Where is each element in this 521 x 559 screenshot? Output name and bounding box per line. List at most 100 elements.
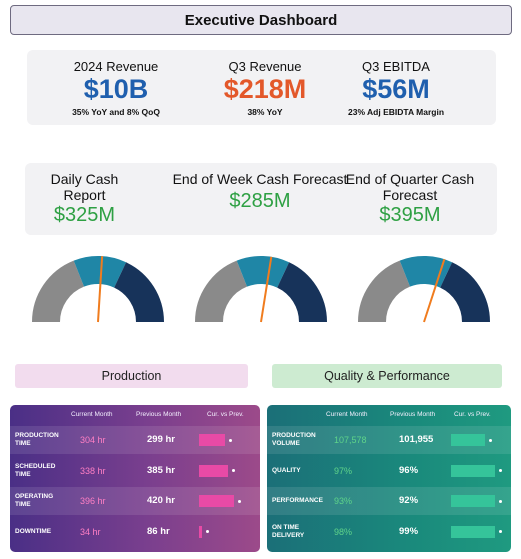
current-value: 34 hr <box>80 526 101 537</box>
row-label-line1: SCHEDULED <box>15 462 56 470</box>
comparison-marker <box>489 438 492 442</box>
gauge-segment-low <box>358 260 411 323</box>
kpi-sub: 38% YoY <box>247 107 283 117</box>
gauge-quarter-cash <box>358 256 490 323</box>
current-value: 97% <box>334 465 353 476</box>
current-value: 93% <box>334 496 353 506</box>
table-row: PRODUCTION VOLUME 107,578 101,955 <box>267 426 511 454</box>
previous-value: 420 hr <box>147 495 175 506</box>
cash-label: End of Week Cash Forecast <box>172 171 348 187</box>
previous-value: 96% <box>399 464 419 476</box>
row-label-line1: PRODUCTION <box>272 432 316 439</box>
comparison-bar <box>199 434 226 446</box>
quality-title: Quality & Performance <box>324 369 450 383</box>
row-label: PERFORMANCE <box>272 497 323 505</box>
quality-header: Quality & Performance <box>272 364 502 388</box>
previous-value: 385 hr <box>147 464 175 476</box>
previous-value: 99% <box>399 525 419 537</box>
row-label-line1: QUALITY <box>272 466 301 474</box>
kpi-label: Q3 EBITDA <box>362 59 430 74</box>
kpi-value: $56M <box>362 74 430 104</box>
dashboard-title: Executive Dashboard <box>10 5 512 35</box>
cash-quarter: End of Quarter Cash Forecast $395M <box>340 163 480 227</box>
previous-value: 86 hr <box>147 525 170 537</box>
comparison-marker <box>205 530 209 533</box>
kpi-panel: 2024 Revenue $10B 35% YoY and 8% QoQ Q3 … <box>27 50 496 125</box>
gauge-segment-low <box>195 260 248 323</box>
row-label: PRODUCTION VOLUME <box>272 432 316 448</box>
comparison-marker <box>499 530 502 533</box>
kpi-2024-revenue: 2024 Revenue $10B 35% YoY and 8% QoQ <box>41 50 191 117</box>
row-label-line2: DELIVERY <box>272 531 305 539</box>
cash-value: $285M <box>229 190 291 212</box>
row-label-line1: DOWNTIME <box>15 527 52 535</box>
row-label-line1: OPERATING <box>15 493 54 500</box>
gauge-segment-high <box>439 262 490 323</box>
kpi-value: $218M <box>223 74 307 104</box>
row-label: ON TIME DELIVERY <box>272 524 304 540</box>
comparison-bar <box>451 495 495 507</box>
gauge-daily-cash <box>32 256 164 323</box>
comparison-marker <box>237 499 241 503</box>
column-header: Previous Month <box>390 411 436 418</box>
kpi-sub: 23% Adj EBIDTA Margin <box>347 107 445 117</box>
cash-panel: Daily Cash Report $325M End of Week Cash… <box>25 163 497 235</box>
comparison-bar <box>199 525 202 538</box>
row-label: QUALITY <box>272 467 301 475</box>
previous-value: 92% <box>399 495 419 506</box>
column-header: Previous Month <box>136 411 182 418</box>
row-label-line1: ON TIME <box>272 523 300 531</box>
gauge-needle <box>97 256 104 323</box>
row-label: DOWNTIME <box>15 528 51 536</box>
cash-label: Daily Cash Report <box>50 171 119 203</box>
comparison-bar <box>451 434 485 446</box>
gauge-segment-high <box>113 262 164 323</box>
gauge-needle <box>260 256 273 323</box>
current-value: 107,578 <box>334 435 367 445</box>
comparison-bar <box>199 495 234 507</box>
row-label-line2: VOLUME <box>272 440 300 447</box>
production-title: Production <box>101 369 162 383</box>
comparison-bar <box>451 464 495 477</box>
cash-label: End of Quarter Cash Forecast <box>345 171 475 203</box>
gauge-segment-mid <box>73 256 127 288</box>
kpi-value: $10B <box>83 74 149 104</box>
column-header: Cur. vs Prev. <box>454 411 491 418</box>
cash-daily: Daily Cash Report $325M <box>37 163 132 227</box>
column-header: Current Month <box>326 411 368 418</box>
dashboard-title-text: Executive Dashboard <box>184 11 338 29</box>
table-row: ON TIME DELIVERY 98% 99% <box>267 518 511 546</box>
comparison-bar <box>451 525 495 538</box>
table-row: DOWNTIME 34 hr 86 hr <box>10 518 260 546</box>
table-row: PERFORMANCE 93% 92% <box>267 487 511 515</box>
table-row: PRODUCTION TIME 304 hr 299 hr <box>10 426 260 454</box>
gauge-week-cash <box>195 256 327 323</box>
current-value: 304 hr <box>80 435 106 445</box>
kpi-label: 2024 Revenue <box>73 59 159 74</box>
quality-table: Current Month Previous Month Cur. vs Pre… <box>267 405 511 552</box>
cash-value: $395M <box>379 204 441 226</box>
row-label-line2: TIME <box>15 470 31 478</box>
previous-value: 101,955 <box>399 434 434 445</box>
production-header: Production <box>15 364 248 388</box>
kpi-q3-revenue: Q3 Revenue $218M 38% YoY <box>190 50 340 117</box>
cash-value: $325M <box>53 204 116 226</box>
previous-value: 299 hr <box>147 434 175 445</box>
comparison-marker <box>499 499 502 503</box>
current-value: 98% <box>334 526 353 537</box>
gauge-segment-mid <box>399 256 453 288</box>
row-label-line1: PERFORMANCE <box>272 497 323 504</box>
table-row: QUALITY 97% 96% <box>267 457 511 485</box>
row-label-line1: PRODUCTION <box>15 432 59 439</box>
gauge-needle <box>423 258 446 323</box>
gauge-segment-high <box>276 262 327 323</box>
cash-week: End of Week Cash Forecast $285M <box>155 163 365 213</box>
current-value: 396 hr <box>80 496 106 506</box>
row-label: PRODUCTION TIME <box>15 432 59 448</box>
row-label-line2: TIME <box>15 440 31 447</box>
production-table: Current Month Previous Month Cur. vs Pre… <box>10 405 260 552</box>
kpi-sub: 35% YoY and 8% QoQ <box>72 107 160 117</box>
comparison-marker <box>229 438 233 442</box>
kpi-label: Q3 Revenue <box>228 59 302 74</box>
row-label-line2: TIME <box>15 501 31 508</box>
